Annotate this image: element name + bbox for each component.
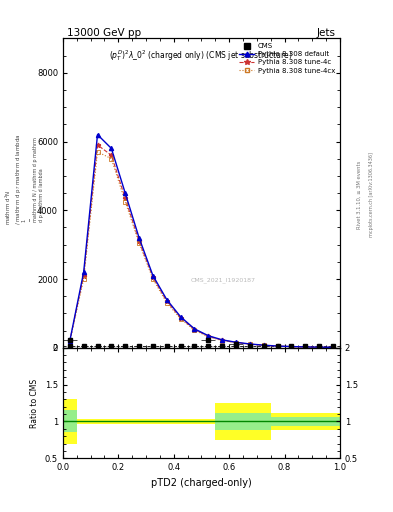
- Pythia 8.308 default: [303, 344, 308, 350]
- Pythia 8.308 default: [164, 296, 169, 303]
- Pythia 8.308 tune-4cx: [192, 327, 197, 333]
- Pythia 8.308 tune-4c: [303, 344, 308, 350]
- Pythia 8.308 tune-4cx: [331, 345, 335, 351]
- Text: mcplots.cern.ch [arXiv:1306.3436]: mcplots.cern.ch [arXiv:1306.3436]: [369, 152, 374, 237]
- Pythia 8.308 tune-4cx: [95, 149, 100, 155]
- Pythia 8.308 default: [248, 341, 252, 347]
- Pythia 8.308 default: [68, 338, 72, 344]
- Pythia 8.308 default: [192, 326, 197, 332]
- Text: 13000 GeV pp: 13000 GeV pp: [67, 28, 141, 38]
- Pythia 8.308 tune-4c: [275, 343, 280, 349]
- Pythia 8.308 default: [81, 269, 86, 275]
- Pythia 8.308 tune-4c: [164, 298, 169, 305]
- Text: $(p_T^D)^2\lambda\_0^2$ (charged only) (CMS jet substructure): $(p_T^D)^2\lambda\_0^2$ (charged only) (…: [110, 48, 293, 62]
- Pythia 8.308 tune-4c: [109, 152, 114, 158]
- Pythia 8.308 tune-4c: [178, 315, 183, 321]
- Pythia 8.308 tune-4c: [331, 345, 335, 351]
- Pythia 8.308 default: [123, 190, 128, 196]
- Pythia 8.308 tune-4c: [95, 142, 100, 148]
- Pythia 8.308 tune-4cx: [178, 316, 183, 322]
- Pythia 8.308 tune-4c: [137, 238, 141, 244]
- Pythia 8.308 default: [317, 344, 321, 350]
- Pythia 8.308 tune-4cx: [289, 344, 294, 350]
- Pythia 8.308 tune-4cx: [137, 240, 141, 246]
- Pythia 8.308 default: [151, 272, 155, 279]
- Pythia 8.308 tune-4c: [192, 327, 197, 333]
- Pythia 8.308 tune-4c: [234, 339, 239, 346]
- Text: Rivet 3.1.10, ≥ 3M events: Rivet 3.1.10, ≥ 3M events: [357, 160, 362, 229]
- Pythia 8.308 tune-4cx: [68, 338, 72, 345]
- Pythia 8.308 tune-4c: [220, 337, 224, 343]
- Pythia 8.308 default: [109, 145, 114, 152]
- Pythia 8.308 tune-4cx: [317, 344, 321, 350]
- Pythia 8.308 tune-4cx: [248, 341, 252, 347]
- Legend: CMS, Pythia 8.308 default, Pythia 8.308 tune-4c, Pythia 8.308 tune-4cx: CMS, Pythia 8.308 default, Pythia 8.308 …: [238, 42, 336, 75]
- Y-axis label: Ratio to CMS: Ratio to CMS: [30, 378, 39, 428]
- Text: CMS_2021_I1920187: CMS_2021_I1920187: [191, 277, 256, 283]
- Pythia 8.308 tune-4c: [68, 338, 72, 344]
- Pythia 8.308 tune-4cx: [81, 276, 86, 282]
- Pythia 8.308 tune-4c: [206, 333, 211, 339]
- Pythia 8.308 tune-4c: [248, 341, 252, 347]
- Pythia 8.308 default: [95, 132, 100, 138]
- Pythia 8.308 tune-4cx: [151, 276, 155, 282]
- Pythia 8.308 default: [206, 333, 211, 339]
- Pythia 8.308 tune-4cx: [109, 156, 114, 162]
- Pythia 8.308 default: [137, 234, 141, 241]
- Pythia 8.308 tune-4c: [151, 274, 155, 281]
- Text: Jets: Jets: [317, 28, 336, 38]
- X-axis label: pTD2 (charged-only): pTD2 (charged-only): [151, 478, 252, 487]
- Pythia 8.308 tune-4c: [81, 272, 86, 279]
- Line: Pythia 8.308 default: Pythia 8.308 default: [68, 133, 335, 349]
- Line: Pythia 8.308 tune-4c: Pythia 8.308 tune-4c: [67, 142, 336, 350]
- Pythia 8.308 tune-4cx: [220, 337, 224, 344]
- Pythia 8.308 default: [261, 342, 266, 348]
- Pythia 8.308 tune-4c: [289, 344, 294, 350]
- Pythia 8.308 tune-4cx: [234, 339, 239, 346]
- Pythia 8.308 default: [220, 337, 224, 343]
- Pythia 8.308 tune-4c: [317, 344, 321, 350]
- Pythia 8.308 tune-4c: [261, 342, 266, 348]
- Text: mathrm d$^2$N
/ mathrm d p$_T$ mathrm d lambda: mathrm d$^2$N / mathrm d p$_T$ mathrm d …: [4, 134, 24, 225]
- Pythia 8.308 default: [331, 344, 335, 350]
- Pythia 8.308 default: [275, 343, 280, 349]
- Text: 1
─
mathrm d N / mathrm d p mathrm
d p mathrm d lambda: 1 ─ mathrm d N / mathrm d p mathrm d p m…: [22, 137, 44, 222]
- Pythia 8.308 tune-4cx: [123, 199, 128, 205]
- Pythia 8.308 tune-4cx: [275, 343, 280, 349]
- Pythia 8.308 tune-4cx: [164, 300, 169, 306]
- Line: Pythia 8.308 tune-4cx: Pythia 8.308 tune-4cx: [68, 150, 335, 349]
- Pythia 8.308 default: [289, 344, 294, 350]
- Pythia 8.308 default: [178, 314, 183, 320]
- Pythia 8.308 tune-4cx: [303, 344, 308, 350]
- Pythia 8.308 tune-4cx: [261, 343, 266, 349]
- Pythia 8.308 tune-4c: [123, 195, 128, 201]
- Pythia 8.308 tune-4cx: [206, 334, 211, 340]
- Pythia 8.308 default: [234, 339, 239, 345]
